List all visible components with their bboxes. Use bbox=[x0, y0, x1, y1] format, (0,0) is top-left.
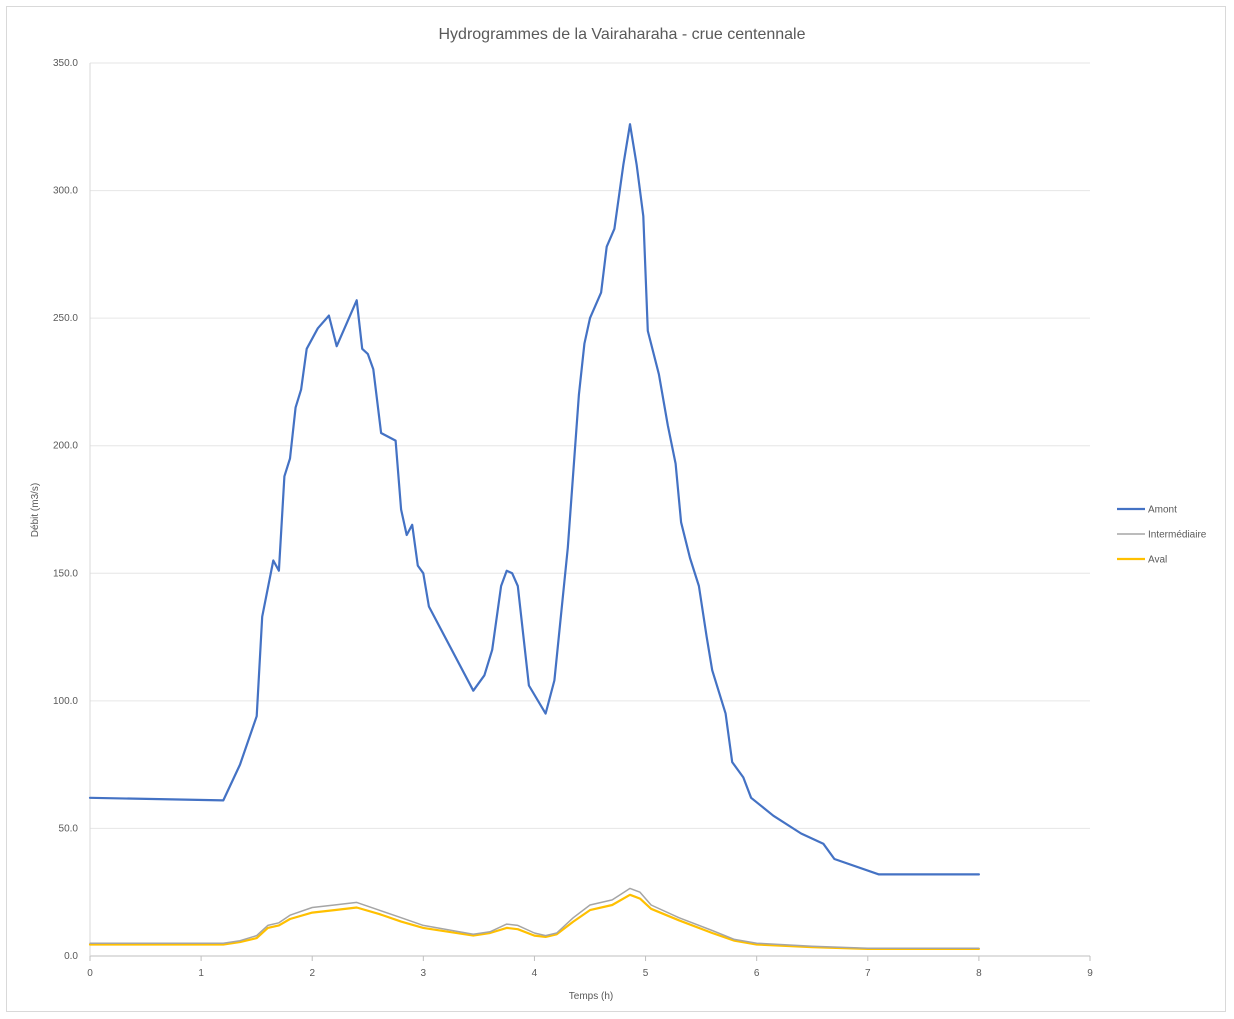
x-tick-label: 8 bbox=[976, 968, 982, 979]
legend-label: Aval bbox=[1148, 555, 1167, 566]
series-line-2 bbox=[88, 893, 980, 950]
chart-title: Hydrogrammes de la Vairaharaha - crue ce… bbox=[438, 26, 805, 43]
series-line-0 bbox=[88, 123, 980, 876]
legend-label: Intermédiaire bbox=[1148, 530, 1207, 541]
legend: Amont Intermédiaire Aval bbox=[1117, 505, 1207, 566]
y-axis-label: Débit (m3/s) bbox=[30, 483, 41, 537]
x-tick-layer: 0 1 2 3 4 5 6 7 8 9 bbox=[87, 956, 1093, 979]
y-tick-label: 300.0 bbox=[53, 186, 78, 197]
x-tick-label: 5 bbox=[643, 968, 649, 979]
x-tick-label: 9 bbox=[1087, 968, 1093, 979]
x-tick-label: 6 bbox=[754, 968, 760, 979]
y-tick-layer: 0.0 50.0 100.0 150.0 200.0 250.0 300.0 350.0 bbox=[53, 58, 78, 962]
x-tick-label: 4 bbox=[532, 968, 538, 979]
x-tick-label: 3 bbox=[421, 968, 427, 979]
series-layer bbox=[88, 123, 980, 950]
x-tick-label: 2 bbox=[309, 968, 315, 979]
grid-layer bbox=[89, 62, 1090, 957]
y-tick-label: 200.0 bbox=[53, 441, 78, 452]
x-axis-label: Temps (h) bbox=[569, 991, 613, 1002]
chart-frame bbox=[6, 6, 1226, 1012]
y-tick-label: 50.0 bbox=[59, 823, 79, 834]
x-tick-label: 1 bbox=[198, 968, 204, 979]
y-tick-label: 150.0 bbox=[53, 568, 78, 579]
y-tick-label: 250.0 bbox=[53, 313, 78, 324]
series-line-1 bbox=[89, 887, 980, 950]
legend-label: Amont bbox=[1148, 505, 1177, 516]
x-tick-label: 0 bbox=[87, 968, 93, 979]
y-tick-label: 100.0 bbox=[53, 696, 78, 707]
y-tick-label: 350.0 bbox=[53, 58, 78, 69]
x-tick-label: 7 bbox=[865, 968, 871, 979]
y-tick-label: 0.0 bbox=[64, 951, 78, 962]
